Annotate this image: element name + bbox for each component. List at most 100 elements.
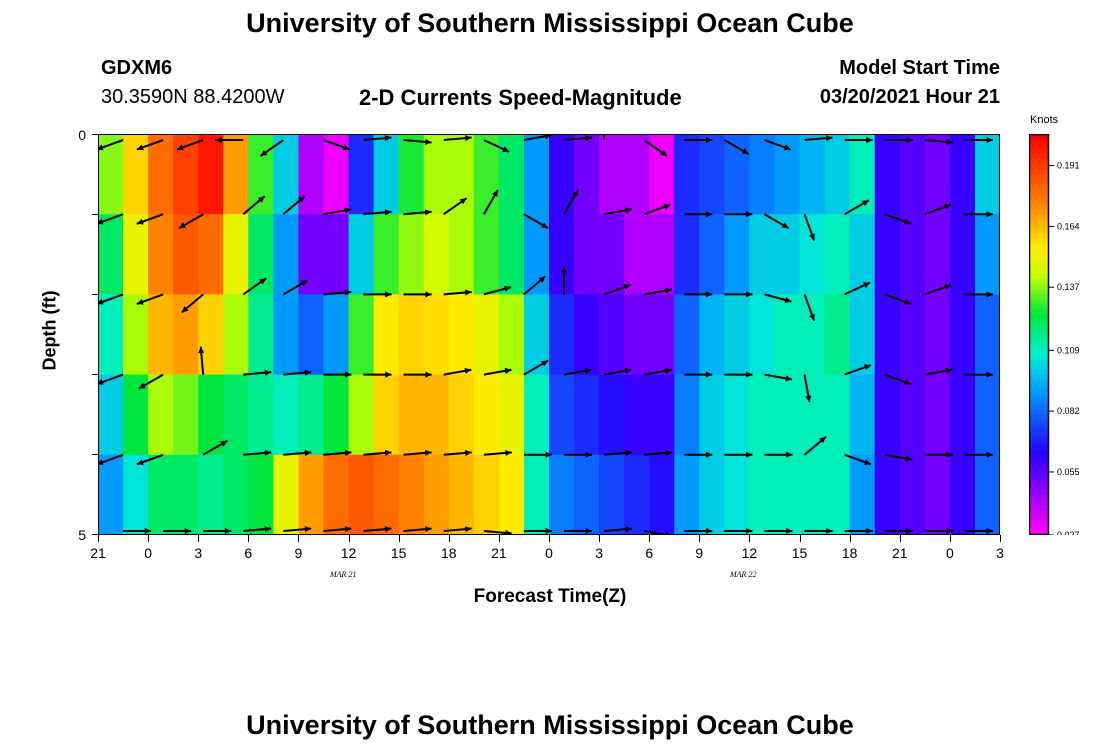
x-tick-mark [949, 535, 951, 542]
current-arrow [924, 527, 953, 535]
colorbar-segment [1029, 149, 1049, 155]
colorbar-segment [1029, 319, 1049, 326]
current-arrow [98, 213, 124, 225]
chart-plot-area [98, 134, 1000, 535]
colorbar-segment [1029, 284, 1049, 290]
current-arrow [684, 527, 713, 535]
x-tick-mark [198, 535, 200, 542]
heatmap-cell [373, 454, 400, 535]
current-arrow-head [178, 222, 186, 229]
heatmap-cell [874, 134, 901, 215]
current-arrow-head [560, 266, 568, 273]
current-arrow [523, 134, 552, 141]
current-arrow [964, 527, 993, 535]
current-arrow [242, 277, 267, 296]
heatmap-cell [874, 214, 901, 295]
heatmap-cell [724, 134, 751, 215]
heatmap-cell [273, 134, 300, 215]
colorbar-tick-label: 0.164 [1057, 221, 1080, 231]
current-arrow-head [863, 282, 871, 288]
heatmap-cell [574, 134, 600, 215]
colorbar-segment [1029, 139, 1049, 145]
heatmap-cell [198, 214, 224, 295]
heatmap-cell [173, 214, 199, 295]
current-arrow [844, 136, 873, 144]
x-tick-mark [398, 535, 400, 542]
heatmap-cell [248, 374, 274, 456]
heatmap-cell [298, 294, 325, 376]
heatmap-cell [348, 374, 375, 456]
colorbar-segment [1029, 369, 1049, 376]
current-arrow-head [259, 278, 267, 285]
current-arrow [403, 371, 432, 378]
colorbar-segment [1029, 214, 1049, 220]
heatmap-cell [223, 454, 249, 535]
current-arrow-head [705, 527, 713, 535]
heatmap-cell [849, 454, 876, 535]
current-arrow [243, 369, 272, 376]
colorbar-segment [1029, 464, 1049, 471]
heatmap-cell [198, 454, 224, 535]
colorbar: 0.191 0.164 0.137 0.109 0.082 0.055 0.027 [1029, 134, 1080, 535]
current-arrow-head [465, 526, 472, 533]
current-arrow [803, 294, 816, 322]
current-arrow-head [342, 144, 350, 151]
colorbar-segment [1029, 469, 1049, 476]
x-tick-label: 9 [695, 545, 704, 561]
current-arrow [644, 367, 672, 376]
current-arrow-head [585, 135, 592, 142]
colorbar-segment [1029, 249, 1049, 255]
current-arrow-head [98, 459, 104, 466]
heatmap-cell [874, 454, 901, 535]
colorbar-segment [1029, 334, 1049, 341]
current-arrow-head [705, 211, 713, 218]
colorbar-segment [1029, 394, 1049, 401]
current-arrow-head [300, 280, 308, 287]
current-arrow [483, 367, 512, 376]
heatmap-cell [949, 294, 976, 376]
heatmap-cell [348, 134, 375, 215]
colorbar-segment [1029, 299, 1049, 306]
station-coordinates: 30.3590N 88.4200W [101, 86, 285, 108]
current-arrow-head [215, 136, 222, 144]
current-arrow [403, 138, 432, 145]
current-arrow-head [304, 449, 312, 456]
colorbar-segment [1029, 404, 1049, 411]
colorbar-tick-label: 0.082 [1057, 406, 1080, 416]
current-arrow [98, 453, 124, 466]
heatmap-cell [749, 294, 776, 376]
current-arrow-head [384, 449, 392, 456]
current-arrow-head [264, 449, 272, 456]
current-arrow [804, 135, 833, 142]
x-tick-mark [749, 535, 751, 542]
heatmap-cell [498, 294, 525, 376]
colorbar-segment [1029, 514, 1049, 521]
heatmap-cell [198, 134, 224, 215]
current-arrow [176, 139, 204, 151]
current-arrow-head [819, 436, 826, 444]
current-arrow [323, 207, 352, 216]
colorbar-segment [1029, 164, 1049, 170]
heatmap-cell [774, 294, 801, 376]
heatmap-cell [799, 214, 826, 295]
current-arrow-head [424, 449, 432, 456]
current-arrow [138, 373, 164, 390]
heatmap-cell [248, 454, 274, 535]
current-arrow [603, 283, 631, 296]
y-tick-mark [92, 534, 98, 535]
current-arrow-head [544, 134, 552, 140]
heatmap-cell [498, 134, 525, 215]
current-arrow [764, 451, 793, 458]
current-arrow [884, 373, 912, 386]
colorbar-segment [1029, 239, 1049, 245]
current-arrow-head [746, 211, 753, 218]
current-arrow [283, 449, 312, 456]
current-arrow-head [904, 298, 912, 305]
current-arrow [243, 526, 272, 533]
x-tick-mark [899, 535, 901, 542]
current-arrow [181, 293, 204, 314]
current-arrow-head [298, 196, 305, 203]
current-arrow [98, 139, 124, 151]
x-tick-label: 3 [194, 545, 203, 561]
current-arrow-head [384, 526, 392, 533]
